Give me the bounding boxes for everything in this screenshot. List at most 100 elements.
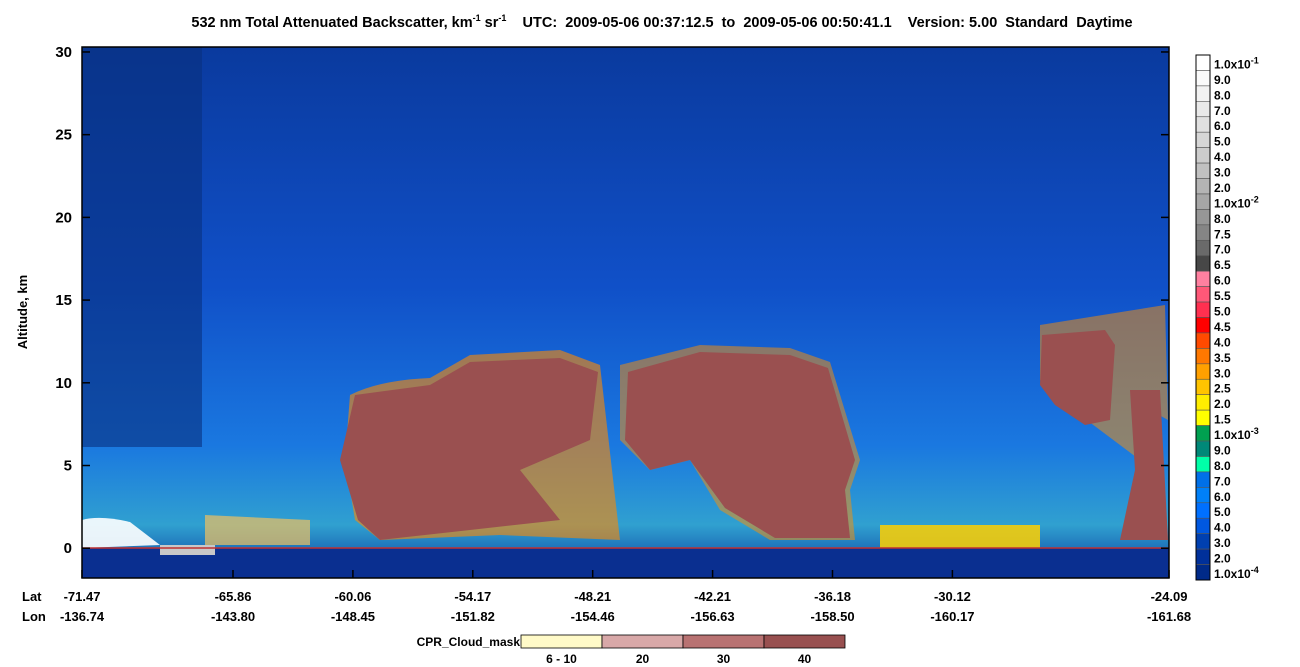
legend-label: 40 [798,652,812,666]
colorbar-label-sup: -3 [1251,426,1259,436]
colorbar-swatch [1195,471,1211,488]
colorbar-label-base: 1.0x10 [1214,57,1251,71]
colorbar-label: 1.5 [1214,413,1231,427]
x-tick-label: -156.63 [691,609,735,624]
colorbar-swatch [1195,394,1211,411]
colorbar-label: 9.0 [1214,73,1231,87]
colorbar-swatch [1195,193,1211,210]
colorbar-label: 2.0 [1214,181,1231,195]
colorbar-label-sup: -2 [1251,194,1259,204]
title-text: UTC: 2009-05-06 00:37:12.5 to 2009-05-06… [506,15,1132,31]
colorbar-label: 1.0x10-3 [1214,426,1259,442]
colorbar-swatch [1195,440,1211,457]
colorbar-swatch [1195,286,1211,303]
curtain-image [82,47,1169,578]
colorbar-swatch [1195,54,1211,71]
colorbar-swatch [1195,101,1211,118]
colorbar-label: 4.0 [1214,521,1231,535]
x-row-label: Lat [22,589,42,604]
colorbar-swatch [1195,270,1211,287]
x-row-label: Lon [22,609,46,624]
colorbar-label: 3.0 [1214,166,1231,180]
y-tick-label: 10 [55,375,72,392]
colorbar-swatch [1195,317,1211,334]
colorbar-label: 7.0 [1214,104,1231,118]
x-tick-label: -36.18 [814,589,851,604]
colorbar-label-sup: -4 [1251,565,1259,575]
x-tick-label: -143.80 [211,609,255,624]
legend-title: CPR_Cloud_mask [417,635,521,649]
x-tick-label: -65.86 [215,589,252,604]
plot-frame [81,46,1170,579]
colorbar-label: 6.0 [1214,119,1231,133]
y-tick-label: 25 [55,127,72,144]
colorbar-swatch [1195,548,1211,565]
colorbar-swatch [1195,255,1211,272]
legend-swatch [520,634,603,649]
colorbar-swatch [1195,301,1211,318]
colorbar-swatch [1195,363,1211,380]
colorbar-swatch [1195,131,1211,148]
colorbar-label: 4.0 [1214,335,1231,349]
colorbar-label: 4.5 [1214,320,1231,334]
y-tick-label: 20 [55,209,72,226]
x-tick-label: -160.17 [930,609,974,624]
colorbar-label: 1.0x10-2 [1214,194,1259,210]
colorbar-label: 6.0 [1214,274,1231,288]
colorbar-swatch [1195,564,1211,581]
colorbar-swatch [1195,178,1211,195]
colorbar-label: 8.0 [1214,459,1231,473]
colorbar-swatch [1195,425,1211,442]
x-tick-label: -161.68 [1147,609,1191,624]
title-sup: -1 [498,13,506,23]
colorbar-label: 2.0 [1214,552,1231,566]
colorbar-label: 4.0 [1214,150,1231,164]
x-tick-label: -42.21 [694,589,731,604]
colorbar-swatch [1195,502,1211,519]
colorbar-swatch [1195,162,1211,179]
colorbar-label: 8.0 [1214,88,1231,102]
colorbar-label: 8.0 [1214,212,1231,226]
y-axis-label: Altitude, km [15,275,30,349]
colorbar-swatch [1195,209,1211,226]
x-tick-label: -151.82 [451,609,495,624]
y-tick-label: 15 [55,292,72,309]
x-tick-label: -24.09 [1151,589,1188,604]
colorbar-label: 3.0 [1214,536,1231,550]
colorbar-swatch [1195,517,1211,534]
y-tick-label: 30 [55,44,72,61]
colorbar-label: 7.0 [1214,243,1231,257]
x-tick-label: -30.12 [934,589,971,604]
legend-label: 20 [636,652,650,666]
legend-swatch [601,634,684,649]
y-tick-label: 5 [64,458,72,475]
colorbar-label-base: 1.0x10 [1214,196,1251,210]
x-tick-label: -71.47 [64,589,101,604]
colorbar-label: 2.5 [1214,382,1231,396]
colorbar-swatch [1195,85,1211,102]
chart-title: 532 nm Total Attenuated Backscatter, km-… [191,13,1132,31]
colorbar-swatch [1195,116,1211,133]
colorbar-label: 7.0 [1214,474,1231,488]
legend-swatch [682,634,765,649]
colorbar-label: 6.5 [1214,258,1231,272]
colorbar-label-sup: -1 [1251,55,1259,65]
colorbar-swatch [1195,533,1211,550]
colorbar-label-base: 1.0x10 [1214,428,1251,442]
x-tick-label: -136.74 [60,609,105,624]
colorbar-label: 6.0 [1214,490,1231,504]
colorbar-label-base: 1.0x10 [1214,567,1251,581]
colorbar-label: 3.0 [1214,366,1231,380]
colorbar-label: 5.0 [1214,505,1231,519]
colorbar-swatch [1195,487,1211,504]
colorbar-label: 1.0x10-1 [1214,55,1259,71]
x-tick-label: -154.46 [571,609,615,624]
colorbar-swatch [1195,332,1211,349]
colorbar-label: 9.0 [1214,443,1231,457]
colorbar-label: 5.5 [1214,289,1231,303]
legend-label: 30 [717,652,731,666]
x-tick-label: -48.21 [574,589,611,604]
colorbar-swatch [1195,147,1211,164]
colorbar-label: 5.0 [1214,305,1231,319]
colorbar-swatch [1195,70,1211,87]
